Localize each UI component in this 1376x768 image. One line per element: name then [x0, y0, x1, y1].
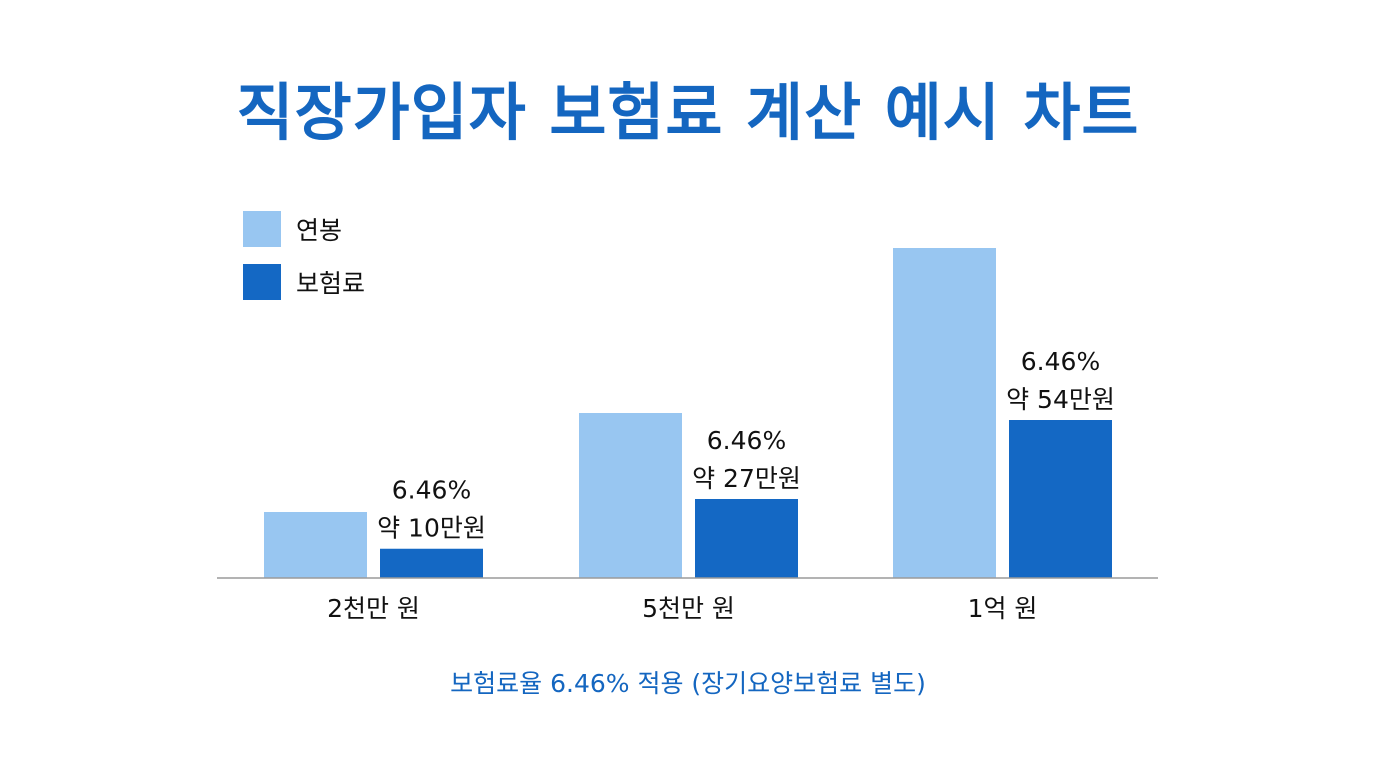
salary-bar-2: [579, 413, 682, 578]
x-tick-label-3: 1억 원: [968, 594, 1038, 623]
x-tick-label-1: 2천만 원: [327, 594, 420, 623]
premium-bar-1: [380, 548, 483, 578]
premium-data-label-1-line-2: 약 10만원: [377, 514, 486, 543]
legend-label-premium: 보험료: [296, 269, 365, 298]
premium-bar-3: [1009, 420, 1112, 578]
salary-bar-1: [264, 512, 367, 578]
x-tick-label-2: 5천만 원: [642, 594, 735, 623]
premium-data-label-3-line-1: 6.46%: [1021, 347, 1100, 376]
legend-swatch-salary: [243, 211, 281, 247]
legend-label-salary: 연봉: [296, 216, 342, 245]
chart-footnote: 보험료율 6.46% 적용 (장기요양보험료 별도): [450, 669, 926, 698]
premium-data-label-1-line-1: 6.46%: [392, 476, 471, 505]
legend-swatch-premium: [243, 264, 281, 300]
premium-data-label-3-line-2: 약 54만원: [1006, 385, 1115, 414]
chart-title: 직장가입자 보험료 계산 예시 차트: [236, 76, 1140, 149]
premium-data-label-2-line-2: 약 27만원: [692, 464, 801, 493]
salary-bar-3: [893, 248, 996, 578]
premium-data-label-2-line-1: 6.46%: [707, 426, 786, 455]
premium-bar-2: [695, 499, 798, 578]
